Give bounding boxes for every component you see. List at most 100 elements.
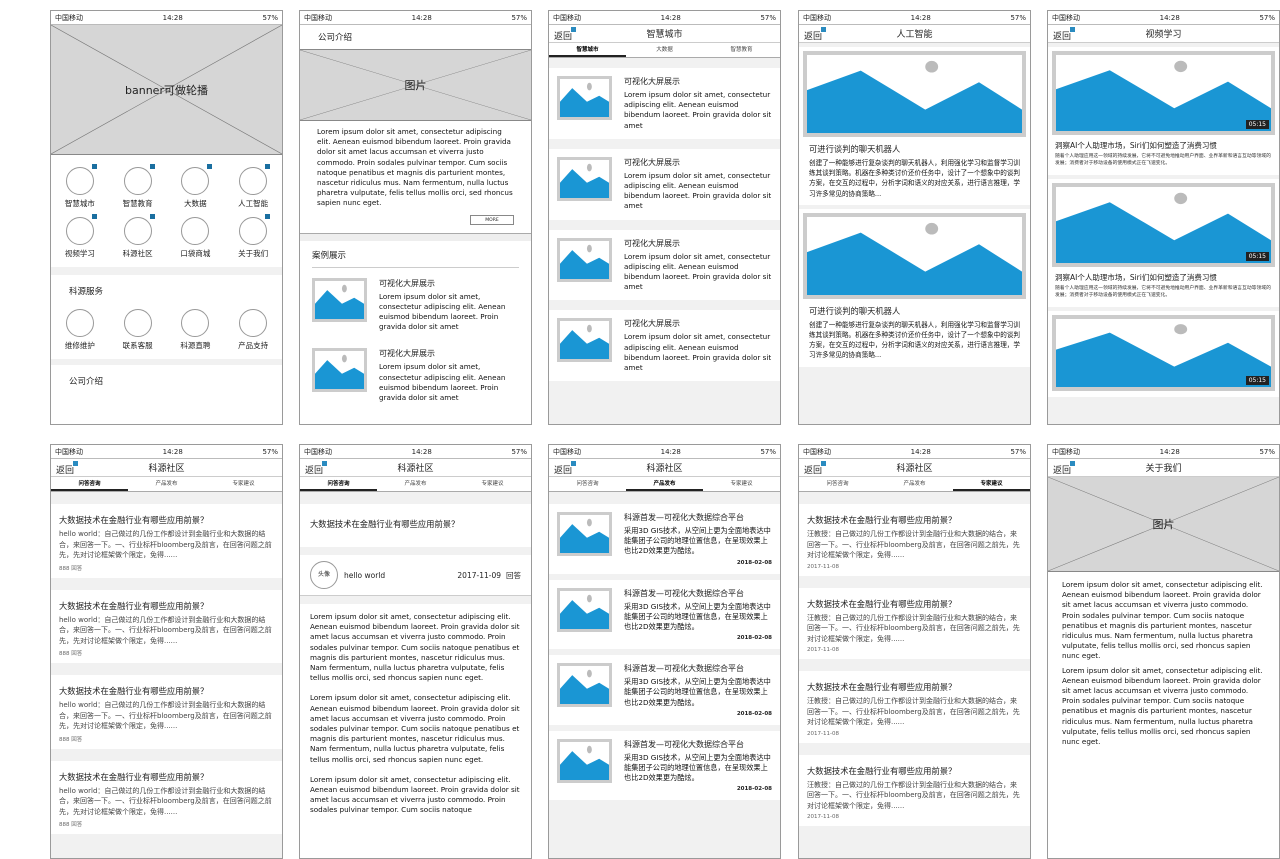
nav-bar: 返回 科源社区 bbox=[549, 459, 780, 477]
tab-1[interactable]: 大数据 bbox=[656, 47, 673, 53]
image-label: 图片 bbox=[1152, 518, 1175, 531]
tab-2[interactable]: 专家建议 bbox=[953, 477, 1030, 491]
back-button[interactable]: 返回 bbox=[56, 460, 80, 476]
question-title: 大数据技术在金融行业有哪些应用前景？ bbox=[807, 515, 957, 525]
back-button[interactable]: 返回 bbox=[1053, 460, 1077, 476]
expert-answer: 汪教授：自己做过的几份工作都设计到金融行业和大数据的结合，来回答一下。一、行业标… bbox=[807, 697, 1020, 726]
service-icon bbox=[65, 309, 94, 337]
question-item[interactable]: 大数据技术在金融行业有哪些应用前景？ hello world：自己做过的几份工作都… bbox=[51, 589, 282, 663]
tab-2[interactable]: 专家建议 bbox=[232, 481, 255, 487]
case-item[interactable]: 可视化大屏展示 Lorem ipsum dolor sit amet, conse… bbox=[300, 271, 531, 339]
tab-1[interactable]: 产品发布 bbox=[903, 481, 926, 487]
image-placeholder-icon bbox=[560, 666, 609, 705]
product-item[interactable]: 科源首发—可视化大数据综合平台 采用3D GIS技术，从空间上更为全面地表达中能集… bbox=[549, 730, 780, 801]
battery-label: 57% bbox=[1010, 13, 1026, 22]
expert-item[interactable]: 大数据技术在金融行业有哪些应用前景？ 汪教授：自己做过的几份工作都设计到金融行业和… bbox=[799, 754, 1030, 826]
product-date: 2018-02-08 bbox=[736, 786, 772, 793]
tab-2[interactable]: 智慧教育 bbox=[730, 47, 753, 53]
category-label: 口袋商城 bbox=[180, 249, 211, 258]
article-card[interactable]: 可进行谈判的聊天机器人 创建了一种能够进行复杂谈判的聊天机器人，利用强化学习和监督… bbox=[799, 47, 1030, 205]
back-button[interactable]: 返回 bbox=[305, 460, 329, 476]
category-item[interactable]: 口袋商城 bbox=[167, 217, 225, 259]
back-button[interactable]: 返回 bbox=[554, 460, 578, 476]
category-item[interactable]: 智慧城市 bbox=[51, 164, 109, 209]
list-item[interactable]: 可视化大屏展示 Lorem ipsum dolor sit amet, conse… bbox=[549, 148, 780, 220]
back-button[interactable]: 返回 bbox=[804, 460, 828, 476]
service-item[interactable]: 科源直聘 bbox=[167, 309, 225, 351]
tab-0[interactable]: 问答咨询 bbox=[826, 481, 849, 487]
service-item[interactable]: 维修维护 bbox=[51, 309, 109, 351]
product-item[interactable]: 科源首发—可视化大数据综合平台 采用3D GIS技术，从空间上更为全面地表达中能集… bbox=[549, 655, 780, 725]
question-item[interactable]: 大数据技术在金融行业有哪些应用前景？ hello world：自己做过的几份工作都… bbox=[51, 504, 282, 578]
avatar[interactable]: 头像 bbox=[310, 561, 338, 589]
tab-1[interactable]: 产品发布 bbox=[404, 481, 427, 487]
category-item[interactable]: 人工智能 bbox=[224, 164, 282, 209]
about-paragraph: Lorem ipsum dolor sit amet, consectetur … bbox=[1062, 665, 1263, 747]
list-item[interactable]: 可视化大屏展示 Lorem ipsum dolor sit amet, conse… bbox=[549, 68, 780, 139]
service-item[interactable]: 产品支持 bbox=[224, 309, 282, 351]
case-item[interactable]: 可视化大屏展示 Lorem ipsum dolor sit amet, conse… bbox=[300, 342, 531, 410]
category-label: 科源社区 bbox=[122, 249, 153, 258]
video-card[interactable]: 05:15 洞察AI个人助理市场，Siri们如何塑造了消费习惯 随着个人助理应用这一… bbox=[1048, 179, 1279, 307]
service-item[interactable]: 联系客服 bbox=[109, 309, 167, 351]
product-text: 科源首发—可视化大数据综合平台 采用3D GIS技术，从空间上更为全面地表达中能集… bbox=[624, 739, 772, 793]
category-item[interactable]: 视频学习 bbox=[51, 214, 109, 259]
answer-date: 2017-11-08 bbox=[807, 814, 839, 820]
category-item[interactable]: 科源社区 bbox=[109, 214, 167, 259]
question-answer: hello world：自己做过的几份工作都设计到金融行业和大数据的结合，来回答… bbox=[59, 615, 272, 645]
image-placeholder-icon bbox=[560, 79, 609, 117]
back-button[interactable]: 返回 bbox=[804, 26, 828, 42]
answer-date: 2017-11-08 bbox=[807, 563, 839, 570]
tab-1[interactable]: 产品发布 bbox=[155, 481, 178, 487]
company-section[interactable]: 公司介绍 bbox=[51, 365, 282, 424]
more-button[interactable]: MORE bbox=[470, 214, 514, 225]
answer-paragraph: Lorem ipsum dolor sit amet, consectetur … bbox=[310, 612, 520, 683]
category-label: 人工智能 bbox=[238, 199, 269, 208]
category-icon bbox=[65, 217, 94, 245]
category-item[interactable]: 关于我们 bbox=[224, 214, 282, 259]
tab-1[interactable]: 产品发布 bbox=[626, 477, 703, 491]
answer-date: 2017-11-08 bbox=[807, 647, 839, 653]
carrier-label: 中国移动 bbox=[304, 13, 332, 22]
category-item[interactable]: 智慧教育 bbox=[109, 164, 167, 209]
list-item[interactable]: 可视化大屏展示 Lorem ipsum dolor sit amet, conse… bbox=[549, 310, 780, 382]
battery-label: 57% bbox=[1010, 447, 1026, 456]
expert-item[interactable]: 大数据技术在金融行业有哪些应用前景？ 汪教授：自己做过的几份工作都设计到金融行业和… bbox=[799, 504, 1030, 576]
time-label: 14:28 bbox=[162, 447, 183, 456]
image-thumbnail bbox=[557, 587, 612, 632]
video-card[interactable]: 05:15 bbox=[1048, 311, 1279, 397]
expert-item[interactable]: 大数据技术在金融行业有哪些应用前景？ 汪教授：自己做过的几份工作都设计到金融行业和… bbox=[799, 671, 1030, 743]
reply-link[interactable]: 回答 bbox=[506, 570, 521, 580]
tab-0[interactable]: 问答咨询 bbox=[576, 481, 599, 487]
category-item[interactable]: 大数据 bbox=[167, 164, 225, 209]
carrier-label: 中国移动 bbox=[1052, 13, 1080, 22]
image-thumbnail bbox=[557, 156, 612, 201]
tab-2[interactable]: 专家建议 bbox=[730, 481, 753, 487]
product-item[interactable]: 科源首发—可视化大数据综合平台 采用3D GIS技术，从空间上更为全面地表达中能集… bbox=[549, 579, 780, 650]
tab-0[interactable]: 智慧城市 bbox=[549, 43, 626, 57]
tab-2[interactable]: 专家建议 bbox=[481, 481, 504, 487]
product-text: 科源首发—可视化大数据综合平台 采用3D GIS技术，从空间上更为全面地表达中能集… bbox=[624, 588, 772, 642]
tab-bar: 问答咨询 产品发布 专家建议 bbox=[799, 477, 1030, 492]
expert-item[interactable]: 大数据技术在金融行业有哪些应用前景？ 汪教授：自己做过的几份工作都设计到金融行业和… bbox=[799, 587, 1030, 659]
list-item[interactable]: 可视化大屏展示 Lorem ipsum dolor sit amet, conse… bbox=[549, 229, 780, 301]
image-thumbnail bbox=[557, 318, 612, 363]
back-button[interactable]: 返回 bbox=[554, 26, 578, 42]
time-label: 14:28 bbox=[660, 447, 681, 456]
article-card[interactable]: 可进行谈判的聊天机器人 创建了一种能够进行复杂谈判的聊天机器人，利用强化学习和监督… bbox=[799, 208, 1030, 367]
product-date: 2018-02-08 bbox=[736, 559, 772, 566]
tab-0[interactable]: 问答咨询 bbox=[51, 477, 128, 491]
question-title: 大数据技术在金融行业有哪些应用前景？ bbox=[807, 682, 957, 692]
question-item[interactable]: 大数据技术在金融行业有哪些应用前景？ hello world：自己做过的几份工作都… bbox=[51, 760, 282, 834]
back-button[interactable]: 返回 bbox=[1053, 26, 1077, 42]
question-item[interactable]: 大数据技术在金融行业有哪些应用前景？ hello world：自己做过的几份工作都… bbox=[51, 675, 282, 749]
intro-text: Lorem ipsum dolor sit amet, consectetur … bbox=[317, 127, 513, 208]
nav-bar: 返回 科源社区 bbox=[799, 459, 1030, 477]
item-title: 可视化大屏展示 bbox=[624, 319, 680, 329]
product-item[interactable]: 科源首发—可视化大数据综合平台 采用3D GIS技术，从空间上更为全面地表达中能集… bbox=[549, 504, 780, 574]
video-card[interactable]: 05:15 洞察AI个人助理市场，Siri们如何塑造了消费习惯 随着个人助理应用这一… bbox=[1048, 47, 1279, 175]
tab-bar: 智慧城市 大数据 智慧教育 bbox=[549, 43, 780, 58]
item-desc: Lorem ipsum dolor sit amet, consectetur … bbox=[624, 332, 772, 373]
tab-0[interactable]: 问答咨询 bbox=[300, 477, 377, 491]
article-desc: 创建了一种能够进行复杂谈判的聊天机器人，利用强化学习和监督学习训练其谈判策略。机… bbox=[809, 320, 1020, 360]
